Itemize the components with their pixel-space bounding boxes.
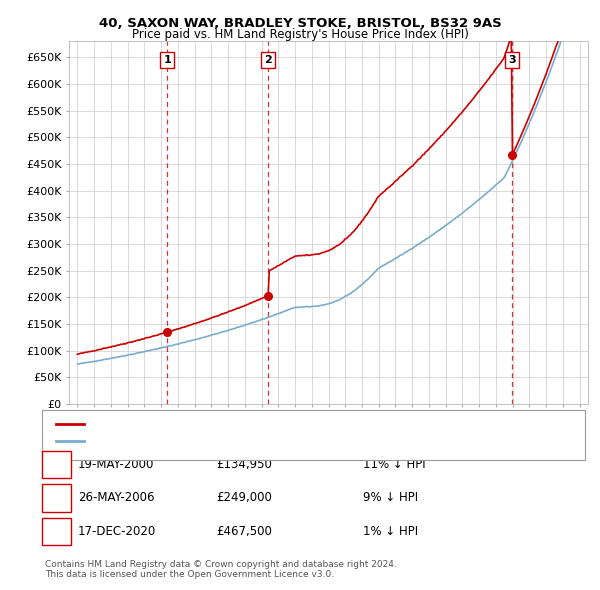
Text: 1: 1 [164, 55, 172, 65]
Text: £134,950: £134,950 [216, 458, 272, 471]
Text: £249,000: £249,000 [216, 491, 272, 504]
Text: £467,500: £467,500 [216, 525, 272, 538]
Text: 3: 3 [52, 525, 61, 538]
Text: 26-MAY-2006: 26-MAY-2006 [78, 491, 155, 504]
Text: 2: 2 [52, 491, 61, 504]
Text: 11% ↓ HPI: 11% ↓ HPI [363, 458, 425, 471]
Text: 2: 2 [265, 55, 272, 65]
Text: 19-MAY-2000: 19-MAY-2000 [78, 458, 154, 471]
Text: 3: 3 [508, 55, 516, 65]
Text: Contains HM Land Registry data © Crown copyright and database right 2024.
This d: Contains HM Land Registry data © Crown c… [45, 560, 397, 579]
Text: 40, SAXON WAY, BRADLEY STOKE, BRISTOL, BS32 9AS (detached house): 40, SAXON WAY, BRADLEY STOKE, BRISTOL, B… [89, 419, 465, 428]
Text: 1% ↓ HPI: 1% ↓ HPI [363, 525, 418, 538]
Text: 40, SAXON WAY, BRADLEY STOKE, BRISTOL, BS32 9AS: 40, SAXON WAY, BRADLEY STOKE, BRISTOL, B… [98, 17, 502, 30]
Text: 17-DEC-2020: 17-DEC-2020 [78, 525, 156, 538]
Text: 1: 1 [52, 458, 61, 471]
Text: Price paid vs. HM Land Registry's House Price Index (HPI): Price paid vs. HM Land Registry's House … [131, 28, 469, 41]
Text: HPI: Average price, detached house, South Gloucestershire: HPI: Average price, detached house, Sout… [89, 437, 398, 446]
Text: 9% ↓ HPI: 9% ↓ HPI [363, 491, 418, 504]
